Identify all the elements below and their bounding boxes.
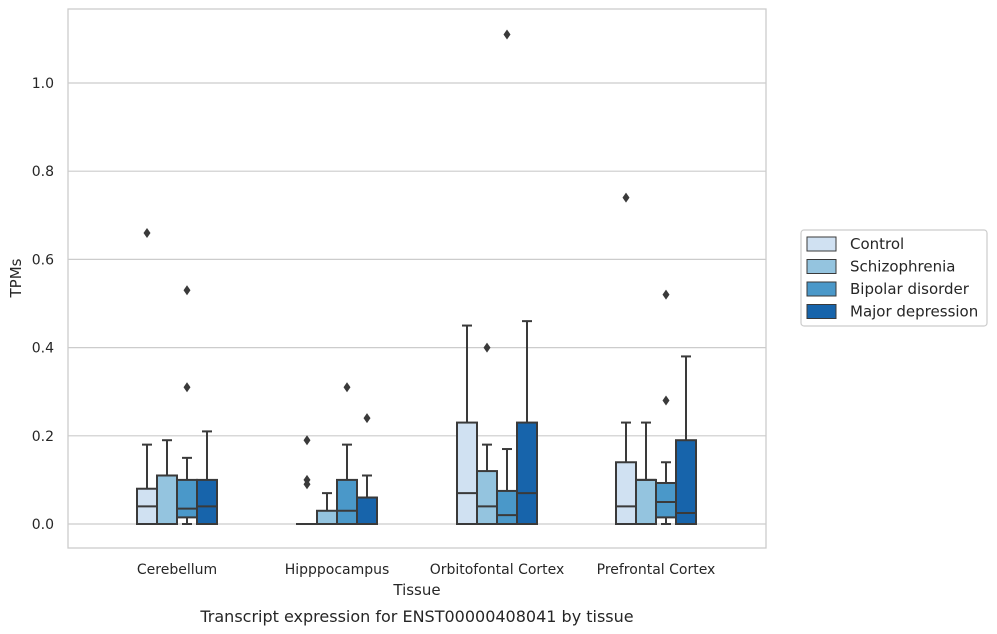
legend-box (800, 229, 988, 327)
legend-label: Major depression (850, 303, 978, 321)
box-3-3 (675, 355, 697, 525)
box-2-3 (516, 320, 538, 526)
box (655, 481, 677, 519)
y-tick-label: 0.8 (32, 164, 54, 180)
outlier-marker (503, 29, 511, 40)
x-axis-label: Tissue (392, 581, 440, 599)
box (316, 509, 338, 525)
outlier-marker (662, 395, 670, 406)
legend-label: Bipolar disorder (850, 280, 970, 298)
box (356, 496, 378, 526)
plot-frame (67, 8, 767, 549)
x-tick-label: Hipppocampus (285, 562, 390, 578)
box-0-3 (196, 430, 218, 525)
legend: Control Schizophrenia Bipolar disorder Majo… (800, 229, 988, 327)
y-tick-label: 0.0 (32, 517, 54, 533)
box (675, 439, 697, 525)
outlier-marker (483, 342, 491, 353)
y-tick-label: 0.4 (32, 341, 54, 357)
box (336, 478, 358, 525)
y-tick-label: 0.6 (32, 252, 54, 268)
box (635, 478, 657, 525)
legend-swatch (806, 304, 837, 319)
y-tick-label: 0.2 (32, 429, 54, 445)
legend-label: Control (850, 235, 904, 253)
box-3-2 (655, 289, 677, 525)
outlier-marker (343, 382, 351, 393)
figure-caption: Transcript expression for ENST0000040804… (199, 607, 633, 626)
box-1-0 (296, 435, 318, 526)
outlier-marker (183, 285, 191, 296)
box (496, 489, 518, 525)
box-plot-groups (136, 29, 697, 526)
box-1-3 (356, 413, 378, 526)
box-3-0 (615, 192, 637, 526)
box-2-2 (496, 29, 518, 525)
outlier-marker (183, 382, 191, 393)
outlier-marker (303, 474, 311, 485)
box (176, 478, 198, 519)
box-2-0 (456, 324, 478, 526)
x-tick-label: Prefrontal Cortex (597, 562, 716, 578)
outlier-marker (363, 413, 371, 424)
box (196, 478, 218, 525)
x-tick-labels: Cerebellum Hipppocampus Orbitofontal Corte… (137, 562, 715, 578)
y-tick-label: 1.0 (32, 76, 54, 92)
box-1-2 (336, 382, 358, 525)
box (156, 474, 178, 525)
box-0-1 (156, 439, 178, 525)
legend-swatch (806, 281, 837, 297)
box (516, 421, 538, 526)
legend-swatch (806, 259, 837, 274)
y-tick-labels: 0.0 0.2 0.4 0.6 0.8 1.0 (32, 76, 54, 533)
box-0-0 (136, 227, 158, 525)
outlier-marker (662, 289, 670, 300)
y-axis-label: TPMs (7, 258, 25, 298)
outlier-marker (303, 435, 311, 446)
box-1-1 (316, 492, 338, 525)
box (476, 470, 498, 525)
box-2-1 (476, 342, 498, 525)
outlier-marker (143, 227, 151, 238)
legend-swatch (806, 236, 837, 252)
outlier-marker (622, 192, 630, 203)
box-3-1 (635, 421, 657, 525)
box (615, 461, 637, 526)
x-tick-label: Orbitofontal Cortex (430, 562, 565, 578)
box-0-2 (176, 285, 198, 525)
x-tick-label: Cerebellum (137, 562, 217, 578)
gridlines (68, 82, 766, 525)
legend-label: Schizophrenia (850, 258, 955, 276)
box (456, 421, 478, 526)
